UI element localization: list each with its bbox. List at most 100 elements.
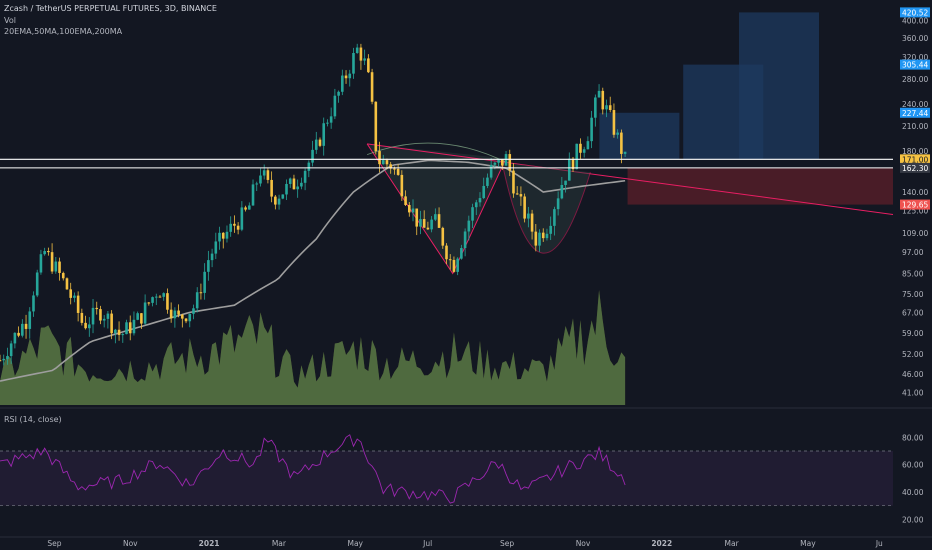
price-tag-label: 227.44 [902,109,928,118]
candle-body [50,252,54,272]
volume-label: Vol [4,16,16,25]
candle-body [9,343,13,357]
candle-body [527,213,530,219]
rsi-tick-label: 40.00 [902,488,924,497]
candle-body [277,198,281,205]
price-tag-label: 129.65 [902,201,928,210]
rsi-panel [0,434,893,507]
candle-body [519,194,523,197]
price-tick-label: 59.00 [902,329,924,338]
candle-body [493,162,497,165]
candle-body [501,159,504,166]
candle-body [482,185,486,199]
candle-body [445,245,448,260]
price-tag [900,154,930,165]
candle-body [385,160,389,165]
stop-zone [627,167,893,205]
axes: 400.00 360.00 320.00 280.00 240.00 210.00 180.… [47,7,930,548]
candle-body [545,233,549,239]
target-zone [739,12,820,160]
candle-body [448,259,452,261]
candle-body [229,223,232,232]
candle-body [601,90,605,110]
candle-body [478,198,482,203]
target-zone [599,112,680,160]
price-tag [900,7,930,18]
candle-body [21,323,24,336]
candle-body [181,314,184,319]
candle-body [512,170,515,194]
candle-body [393,168,396,170]
candle-body [2,358,6,361]
price-tag-label: 420.52 [902,8,928,17]
volume-fill-overlay [0,290,626,405]
candle-body [590,117,593,142]
candle-body [292,178,296,190]
candle-body [497,159,500,163]
candle-body [411,208,415,213]
candle-body [132,319,136,334]
rsi-tick-label: 20.00 [902,515,924,524]
candle-body [192,308,195,314]
candle-body [251,184,255,206]
candle-body [620,132,623,154]
candle-body [117,329,121,335]
candle-body [374,101,378,152]
candle-body [460,248,463,259]
candle-body [125,322,128,335]
candle-body [270,179,273,197]
candle-body [560,184,564,199]
candle-body [564,180,567,185]
candle-body [188,313,192,322]
candle-body [530,213,534,232]
candle-body [441,227,445,246]
candle-body [471,207,474,221]
candle-body [612,110,616,135]
time-tick-label: Mar [272,539,287,548]
candle-body [184,318,188,322]
candle-body [370,72,374,102]
price-tag [900,107,930,118]
candle-body [307,162,311,171]
time-tick-label: Jul [422,539,432,548]
candle-body [352,52,355,74]
candle-body [311,149,314,163]
candle-body [266,170,270,180]
candle-body [597,90,601,98]
candle-body [99,309,102,321]
candle-body [207,260,210,272]
candle-body [579,143,582,153]
time-tick-label: Sep [47,539,61,548]
candle-body [594,97,597,118]
candle-body [314,139,318,150]
volume-area [0,290,626,405]
candle-body [381,160,385,165]
time-tick-label: Mar [725,539,740,548]
candle-body [348,73,352,79]
candle-body [247,205,251,210]
candle-body [69,289,72,298]
price-tick-label: 140.00 [902,188,928,197]
price-tick-label: 75.00 [902,290,924,299]
candle-body [303,170,307,183]
moving-average [0,159,626,382]
candle-body [35,272,39,296]
price-tick-label: 46.00 [902,370,924,379]
candle-body [396,168,400,175]
candle-body [582,149,586,153]
candle-body [47,251,50,253]
price-tick-label: 85.00 [902,270,924,279]
candle-body [288,178,292,184]
candle-body [195,292,199,309]
candle-body [28,311,32,329]
candle-body [236,225,240,230]
candle-body [407,204,411,213]
price-tag-label: 162.30 [902,164,928,173]
candle-body [337,91,340,96]
candle-body [300,182,303,187]
rsi-tick-label: 60.00 [902,461,924,470]
candle-body [80,312,84,323]
candle-body [177,310,180,315]
candle-body [549,225,552,234]
